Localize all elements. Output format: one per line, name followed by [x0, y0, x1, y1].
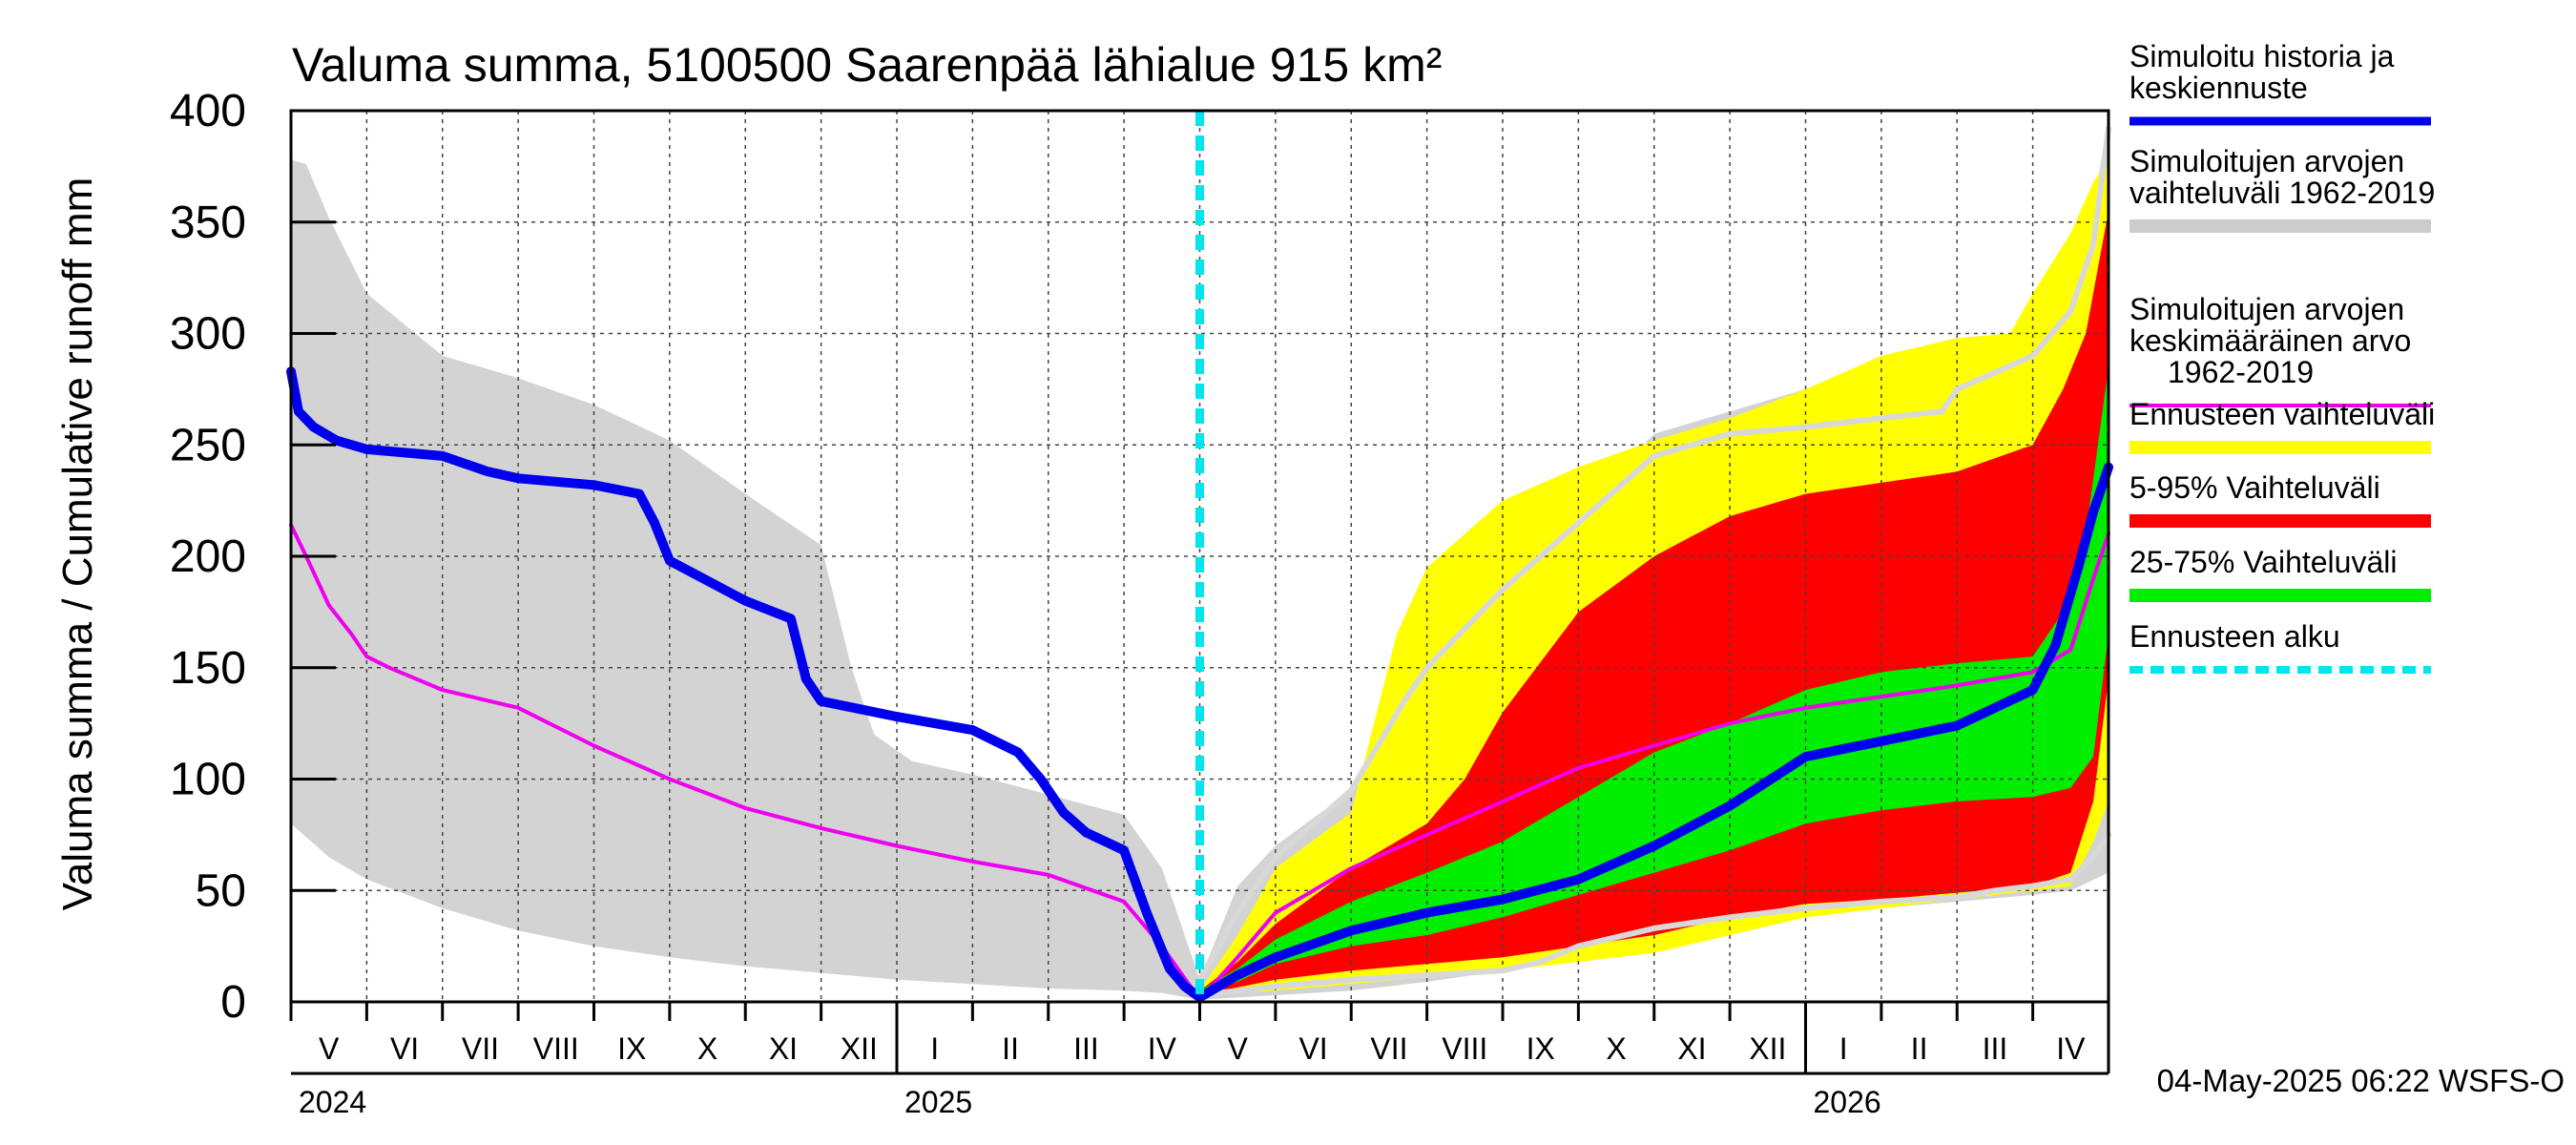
x-year-label: 2026 — [1814, 1085, 1881, 1119]
legend-label: Simuloitu historia ja — [2129, 39, 2395, 73]
x-month-label: VII — [462, 1031, 499, 1066]
x-month-label: V — [1228, 1031, 1249, 1066]
x-month-label: VII — [1370, 1031, 1407, 1066]
x-month-label: V — [319, 1031, 340, 1066]
x-month-label: IX — [1527, 1031, 1555, 1066]
x-month-label: XI — [1677, 1031, 1706, 1066]
y-axis-label: Valuma summa / Cumulative runoff mm — [54, 177, 101, 911]
x-month-label: VI — [390, 1031, 419, 1066]
x-month-label: X — [697, 1031, 717, 1066]
chart-grid — [291, 111, 2109, 1002]
x-month-label: XI — [769, 1031, 798, 1066]
x-month-label: III — [1073, 1031, 1099, 1066]
y-tick-label: 50 — [196, 865, 246, 916]
x-month-label: I — [1839, 1031, 1848, 1066]
x-month-label: III — [1983, 1031, 2008, 1066]
timestamp-footer: 04-May-2025 06:22 WSFS-O — [2157, 1063, 2565, 1098]
y-tick-label: 250 — [170, 420, 246, 470]
x-month-label: VIII — [533, 1031, 579, 1066]
x-month-label: XII — [1749, 1031, 1786, 1066]
legend-label: keskimääräinen arvo — [2129, 323, 2411, 358]
legend-label: Ennusteen vaihteluväli — [2129, 397, 2435, 431]
x-month-label: II — [1002, 1031, 1019, 1066]
y-tick-label: 350 — [170, 198, 246, 248]
x-month-label: I — [930, 1031, 939, 1066]
chart-title: Valuma summa, 5100500 Saarenpää lähialue… — [292, 38, 1442, 92]
x-year-labels: 2024 2025 2026 — [299, 1085, 1881, 1119]
x-month-label: II — [1911, 1031, 1928, 1066]
x-month-label: VI — [1298, 1031, 1327, 1066]
y-tick-label: 300 — [170, 309, 246, 360]
legend-label: Simuloitujen arvojen — [2129, 144, 2404, 178]
y-tick-label: 150 — [170, 643, 246, 694]
y-tick-label: 0 — [220, 977, 246, 1028]
x-month-labels: V VI VII VIII IX X XI XII I II III IV V VI VII VIII IX X X… — [319, 1031, 2086, 1066]
legend-label: vaihteluväli 1962-2019 — [2129, 176, 2435, 210]
y-tick-label: 200 — [170, 531, 246, 582]
legend-label: 5-95% Vaihteluväli — [2129, 470, 2380, 505]
x-month-label: XII — [841, 1031, 878, 1066]
legend-label: keskiennuste — [2129, 71, 2308, 105]
legend-label: Simuloitujen arvojen — [2129, 292, 2404, 326]
x-month-label: IX — [617, 1031, 646, 1066]
simulated-mean-line — [286, 366, 2113, 1003]
chart-axes — [289, 109, 2110, 1075]
y-tick-label: 100 — [170, 755, 246, 805]
y-tick-labels: 0 50 100 150 200 250 300 350 400 — [170, 86, 246, 1028]
y-tick-label: 400 — [170, 86, 246, 136]
legend-label: 1962-2019 — [2168, 355, 2314, 389]
x-month-label: IV — [1148, 1031, 1177, 1066]
legend-label: 25-75% Vaihteluväli — [2129, 545, 2397, 579]
forecast-max-line — [1196, 125, 2111, 983]
x-month-label: X — [1606, 1031, 1626, 1066]
legend-label: Ennusteen alku — [2129, 619, 2340, 654]
x-year-label: 2025 — [904, 1085, 972, 1119]
series-lines — [286, 111, 2113, 1003]
x-year-label: 2024 — [299, 1085, 366, 1119]
forecast-min-line — [1196, 831, 2111, 998]
x-month-label: IV — [2056, 1031, 2086, 1066]
x-month-label: VIII — [1442, 1031, 1487, 1066]
